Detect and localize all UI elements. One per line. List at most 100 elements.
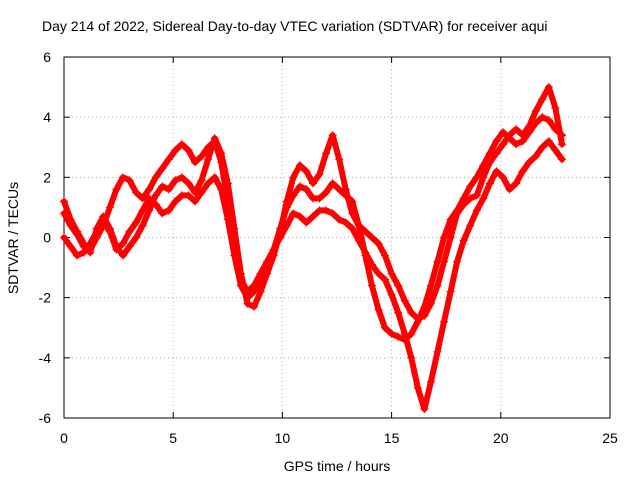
data-point: [322, 149, 331, 158]
series-track-c: [60, 137, 566, 413]
data-point: [492, 167, 501, 176]
data-point: [230, 251, 239, 260]
x-tick-label: 10: [275, 430, 291, 446]
data-point: [191, 158, 200, 167]
data-point: [125, 227, 134, 236]
data-point: [413, 383, 422, 392]
data-point: [204, 179, 213, 188]
data-series: [60, 83, 566, 413]
data-point: [551, 146, 560, 155]
data-point: [112, 245, 121, 254]
data-point: [295, 182, 304, 191]
data-point: [145, 194, 154, 203]
data-point: [276, 233, 285, 242]
data-point: [512, 179, 521, 188]
data-point: [118, 173, 127, 182]
data-point: [118, 239, 127, 248]
data-point: [472, 173, 481, 182]
data-point: [171, 197, 180, 206]
data-point: [328, 131, 337, 140]
data-point: [236, 281, 245, 290]
data-point: [538, 113, 547, 122]
data-point: [426, 281, 435, 290]
grid: [64, 57, 610, 418]
data-point: [394, 308, 403, 317]
data-point: [492, 137, 501, 146]
data-point: [557, 131, 566, 140]
x-axis-label: GPS time / hours: [284, 458, 391, 474]
data-point: [171, 146, 180, 155]
data-point: [440, 233, 449, 242]
data-point: [505, 185, 514, 194]
y-axis-label: SDTVAR / TECUs: [5, 182, 21, 294]
data-point: [466, 221, 475, 230]
data-point: [348, 197, 357, 206]
data-point: [387, 290, 396, 299]
data-point: [315, 194, 324, 203]
data-point: [204, 155, 213, 164]
data-point: [197, 188, 206, 197]
y-tick-label: 0: [43, 230, 51, 246]
data-point: [341, 191, 350, 200]
data-point: [125, 176, 134, 185]
data-point: [557, 140, 566, 149]
data-point: [426, 377, 435, 386]
data-point: [485, 149, 494, 158]
data-point: [302, 185, 311, 194]
data-point: [538, 95, 547, 104]
data-point: [223, 215, 232, 224]
data-point: [367, 233, 376, 242]
data-point: [374, 269, 383, 278]
data-point: [557, 155, 566, 164]
data-point: [158, 164, 167, 173]
data-point: [99, 218, 108, 227]
x-tick-label: 20: [493, 430, 509, 446]
data-point: [367, 260, 376, 269]
data-point: [538, 143, 547, 152]
data-point: [420, 404, 429, 413]
data-point: [73, 251, 82, 260]
data-point: [289, 173, 298, 182]
data-point: [551, 104, 560, 113]
data-point: [315, 170, 324, 179]
data-point: [105, 203, 114, 212]
data-point: [446, 215, 455, 224]
data-point: [269, 245, 278, 254]
data-point: [544, 116, 553, 125]
data-point: [308, 212, 317, 221]
data-point: [374, 239, 383, 248]
data-point: [308, 179, 317, 188]
data-point: [184, 191, 193, 200]
data-point: [73, 230, 82, 239]
data-point: [498, 173, 507, 182]
data-point: [400, 329, 409, 338]
data-point: [158, 182, 167, 191]
data-point: [243, 293, 252, 302]
data-point: [92, 227, 101, 236]
x-tick-label: 25: [602, 430, 618, 446]
x-tick-label: 5: [169, 430, 177, 446]
data-point: [512, 140, 521, 149]
data-point: [387, 269, 396, 278]
data-point: [112, 185, 121, 194]
data-point: [302, 218, 311, 227]
data-point: [282, 203, 291, 212]
ticks: [63, 56, 611, 419]
data-point: [551, 125, 560, 134]
data-point: [544, 137, 553, 146]
data-point: [453, 206, 462, 215]
data-point: [217, 185, 226, 194]
y-tick-label: -4: [39, 350, 52, 366]
data-point: [250, 302, 259, 311]
data-point: [381, 323, 390, 332]
data-point: [164, 206, 173, 215]
data-point: [145, 185, 154, 194]
data-point: [354, 236, 363, 245]
data-point: [335, 155, 344, 164]
data-point: [328, 209, 337, 218]
y-tick-label: 6: [43, 49, 51, 65]
data-point: [204, 143, 213, 152]
data-point: [289, 209, 298, 218]
data-point: [512, 125, 521, 134]
